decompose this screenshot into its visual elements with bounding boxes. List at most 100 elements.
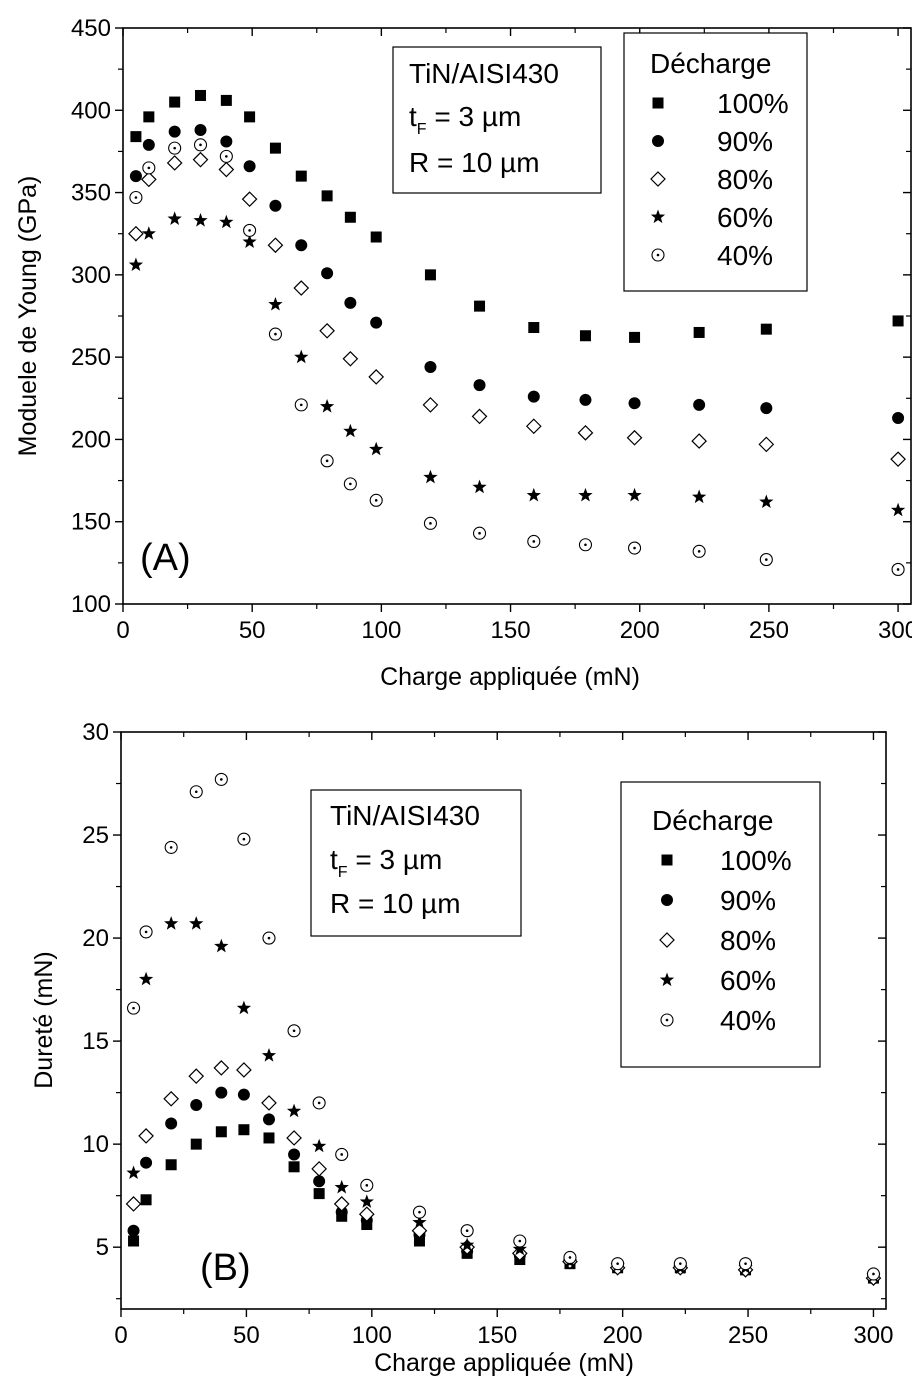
data-point [359, 1194, 374, 1208]
data-point [691, 433, 707, 449]
legend-label: 100% [720, 845, 792, 876]
data-point [577, 424, 594, 441]
data-point [693, 326, 705, 338]
panel-a-annotation-line2: tF = 3 µm [409, 101, 521, 138]
data-point [412, 1205, 427, 1219]
data-point [243, 160, 256, 173]
data-point [242, 234, 257, 249]
data-point [474, 300, 486, 312]
y-tick-label: 150 [71, 509, 111, 536]
data-point [627, 487, 642, 502]
series-80pct [128, 151, 906, 468]
data-point [243, 223, 257, 237]
data-point [368, 369, 385, 385]
data-point [738, 1257, 753, 1271]
data-point [628, 397, 641, 410]
data-point [759, 553, 773, 567]
data-point [163, 1090, 180, 1107]
x-tick-label: 50 [239, 617, 266, 644]
data-point [460, 1237, 475, 1252]
data-point [891, 562, 905, 576]
data-point [320, 454, 334, 468]
panel-b-legend-title: Décharge [652, 805, 773, 836]
data-point [424, 361, 437, 374]
y-tick-label: 400 [71, 97, 111, 124]
data-point [263, 1132, 275, 1144]
data-point [164, 840, 178, 854]
data-point [295, 239, 308, 252]
data-point [261, 1048, 277, 1062]
legend-label: 40% [717, 240, 773, 271]
data-point [189, 916, 204, 930]
data-point [190, 1098, 203, 1111]
data-point [128, 1235, 140, 1247]
legend-item: 40% [660, 1005, 776, 1036]
data-point [321, 190, 333, 202]
data-point [236, 1000, 252, 1015]
panel-b-legend: Décharge 100% 90% 80% 60% 40% [620, 781, 821, 1068]
legend-label: 80% [717, 164, 773, 195]
data-point [167, 211, 182, 225]
panel-a-label: (A) [140, 537, 191, 579]
panel-a-annotation-box: TiN/AISI430 tF = 3 µm R = 10 µm [392, 46, 602, 194]
data-point [129, 190, 143, 205]
series-40pct [126, 772, 881, 1281]
data-point [525, 418, 542, 435]
data-point [422, 397, 439, 413]
legend-label: 40% [720, 1005, 776, 1036]
data-point [169, 96, 181, 108]
data-point [165, 1159, 177, 1171]
data-point [759, 494, 774, 509]
data-point [215, 1086, 228, 1099]
legend-item: 90% [661, 885, 776, 916]
data-point [866, 1267, 881, 1281]
data-point [193, 213, 208, 227]
data-point [238, 1124, 250, 1136]
y-tick-label: 200 [71, 426, 111, 453]
data-point [611, 1257, 625, 1271]
panel-b-ylabel: Dureté (mN) [30, 951, 58, 1089]
data-point [369, 441, 384, 456]
data-point [527, 534, 541, 549]
data-point [579, 393, 592, 406]
series-90pct [129, 124, 905, 425]
x-tick-label: 0 [116, 617, 129, 644]
panel-a-legend-title: Décharge [650, 48, 771, 79]
data-point [758, 436, 775, 453]
data-point [141, 226, 156, 240]
panel-a-annotation-line1: TiN/AISI430 [409, 58, 559, 89]
data-point [692, 544, 706, 558]
data-point [294, 349, 309, 364]
data-point [140, 171, 157, 188]
data-point [213, 1060, 230, 1076]
data-point [527, 390, 540, 403]
series-60pct [128, 211, 906, 517]
data-point [262, 1113, 275, 1126]
y-tick-label: 20 [82, 925, 109, 952]
legend-item: 100% [652, 88, 789, 119]
data-point [578, 538, 593, 552]
x-tick-label: 150 [477, 1322, 517, 1349]
legend-marker [651, 248, 665, 262]
data-point [139, 925, 153, 939]
data-point [138, 971, 154, 986]
data-point [268, 327, 282, 341]
panel-a-annotation-line3: R = 10 µm [409, 147, 540, 178]
data-point [261, 1095, 277, 1111]
data-point [190, 1138, 202, 1150]
data-point [319, 322, 335, 339]
data-point [471, 408, 488, 425]
data-point [143, 111, 155, 123]
data-point [220, 135, 233, 148]
data-point [142, 138, 155, 151]
legend-item: 90% [652, 126, 773, 157]
y-tick-label: 300 [71, 262, 111, 289]
data-point [193, 138, 208, 152]
data-point [126, 1001, 141, 1015]
data-point [760, 323, 772, 335]
x-tick-label: 300 [853, 1322, 893, 1349]
data-point [342, 350, 359, 367]
data-point [166, 155, 183, 171]
data-point [237, 1088, 250, 1101]
